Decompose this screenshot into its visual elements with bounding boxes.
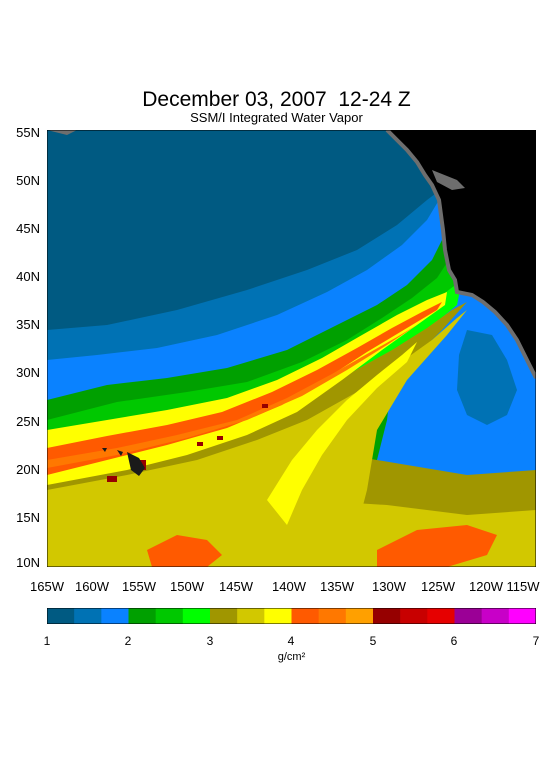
colorbar-swatch (318, 608, 347, 624)
lat-label-30n: 30N (16, 365, 40, 380)
vancouver-island (432, 170, 465, 190)
lon-label-160w: 160W (75, 579, 109, 594)
lon-label-135w: 135W (320, 579, 354, 594)
lat-label-20n: 20N (16, 462, 40, 477)
colorbar-swatch (155, 608, 184, 624)
colorbar-swatch (210, 608, 238, 624)
colorbar-swatch (291, 608, 320, 624)
lon-label-130w: 130W (372, 579, 406, 594)
vapor-subtropical-core (457, 330, 517, 425)
lon-label-150w: 150W (170, 579, 204, 594)
colorbar-label-6: 6 (450, 634, 458, 648)
colorbar-swatch (481, 608, 510, 624)
coastline (385, 130, 536, 379)
lat-label-25n: 25N (16, 414, 40, 429)
lon-label-125w: 125W (421, 579, 455, 594)
colorbar-swatch (373, 608, 401, 624)
colorbar-label-2: 2 (124, 634, 132, 648)
lat-label-55n: 55N (16, 125, 40, 140)
colorbar-swatch (237, 608, 265, 624)
colorbar-label-3: 3 (206, 634, 214, 648)
colorbar-label-4: 4 (287, 634, 295, 648)
hawaii-islands (102, 448, 145, 476)
colorbar-swatch (47, 608, 75, 624)
map-subtitle: SSM/I Integrated Water Vapor (190, 110, 363, 125)
hawaii-dark-spot-5 (262, 404, 268, 408)
lat-label-35n: 35N (16, 317, 40, 332)
lon-label-120w: 120W (469, 579, 503, 594)
southern-orange-patch-1 (147, 535, 222, 567)
lat-label-40n: 40N (16, 269, 40, 284)
colorbar (47, 608, 536, 624)
colorbar-label-1: 1 (43, 634, 51, 648)
lat-label-10n: 10N (16, 555, 40, 570)
colorbar-swatch (345, 608, 374, 624)
lon-label-115w: 115W (506, 579, 540, 594)
vapor-band-7 (47, 310, 467, 567)
colorbar-label-5: 5 (369, 634, 377, 648)
atmospheric-river-orange (47, 302, 442, 475)
colorbar-swatch (264, 608, 292, 624)
colorbar-swatch (400, 608, 428, 624)
hawaii-dark-spot-3 (197, 442, 203, 446)
colorbar-swatch (427, 608, 455, 624)
colorbar-label-7: 7 (532, 634, 540, 648)
colorbar-swatch (454, 608, 483, 624)
lon-label-155w: 155W (122, 579, 156, 594)
water-vapor-map (47, 130, 536, 567)
secondary-moisture-branch (267, 342, 417, 525)
colorbar-swatch (101, 608, 129, 624)
lat-label-50n: 50N (16, 173, 40, 188)
lat-label-45n: 45N (16, 221, 40, 236)
lon-label-165w: 165W (30, 579, 64, 594)
gulf-of-alaska-coast (47, 130, 77, 135)
colorbar-units: g/cm² (277, 651, 306, 663)
lon-label-140w: 140W (272, 579, 306, 594)
lon-label-145w: 145W (219, 579, 253, 594)
hawaii-dark-spot-4 (217, 436, 223, 440)
hawaii-dark-spot-2 (107, 476, 117, 482)
lat-label-15n: 15N (16, 510, 40, 525)
colorbar-swatch (128, 608, 157, 624)
colorbar-swatch (74, 608, 102, 624)
southern-orange-patch-2 (377, 525, 497, 567)
colorbar-swatch (182, 608, 211, 624)
map-title: December 03, 2007 12-24 Z (142, 88, 411, 111)
colorbar-swatch (508, 608, 536, 624)
atmospheric-river-core (47, 325, 417, 468)
